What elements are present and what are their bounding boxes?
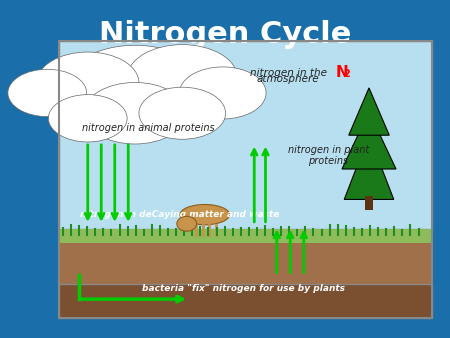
Text: nitrogen in plant
proteins: nitrogen in plant proteins [288, 145, 369, 166]
Text: bacteria "fix" nitrogen for use by plants: bacteria "fix" nitrogen for use by plant… [141, 285, 345, 293]
Text: 2: 2 [343, 69, 350, 79]
Text: Nitrogen Cycle: Nitrogen Cycle [99, 20, 351, 49]
Text: N: N [335, 65, 348, 80]
Text: nitrogen in the: nitrogen in the [249, 68, 327, 78]
Text: nitrogen in deCaying matter and waste: nitrogen in deCaying matter and waste [80, 210, 280, 219]
Text: nitrogen in animal proteins: nitrogen in animal proteins [82, 123, 215, 134]
Text: atmosphere: atmosphere [256, 74, 320, 84]
